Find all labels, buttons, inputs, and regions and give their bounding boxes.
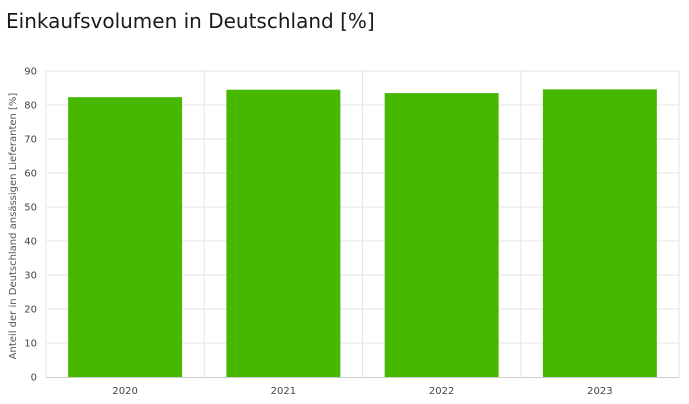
chart-title: Einkaufsvolumen in Deutschland [%] xyxy=(6,9,375,33)
bar-2020[interactable] xyxy=(68,97,183,378)
bar-2022[interactable] xyxy=(384,93,499,377)
y-tick-label-30: 30 xyxy=(24,271,37,282)
x-tick-label-2023: 2023 xyxy=(587,386,612,397)
bar-2023[interactable] xyxy=(542,89,657,378)
y-tick-label-0: 0 xyxy=(31,373,37,384)
y-tick-label-70: 70 xyxy=(24,135,37,146)
y-tick-label-50: 50 xyxy=(24,203,37,214)
y-tick-label-20: 20 xyxy=(24,305,37,316)
tick-labels: 0 10 20 30 40 50 60 70 80 90 2020 2021 2022 2023 xyxy=(24,67,612,398)
x-tick-label-2021: 2021 xyxy=(271,386,296,397)
y-tick-label-90: 90 xyxy=(24,67,37,78)
y-tick-label-10: 10 xyxy=(24,339,37,350)
y-tick-label-40: 40 xyxy=(24,237,37,248)
y-tick-label-80: 80 xyxy=(24,101,37,112)
bar-2021[interactable] xyxy=(226,89,341,377)
x-tick-label-2022: 2022 xyxy=(429,386,454,397)
bars xyxy=(68,89,657,378)
y-axis-title: Anteil der in Deutschland ansässigen Lie… xyxy=(8,93,19,360)
x-tick-label-2020: 2020 xyxy=(112,386,137,397)
y-tick-label-60: 60 xyxy=(24,169,37,180)
